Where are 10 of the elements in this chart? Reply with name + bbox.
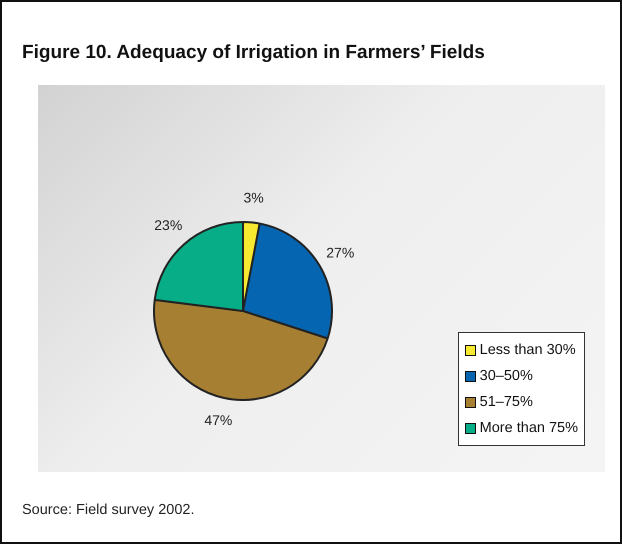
- chart-title: Figure 10. Adequacy of Irrigation in Farmers’ Fields: [22, 42, 485, 64]
- data-label: 47%: [204, 412, 232, 428]
- data-label: 23%: [154, 217, 182, 234]
- data-label: 27%: [326, 244, 354, 260]
- legend-label: 51–75%: [480, 393, 533, 412]
- legend-label: Less than 30%: [480, 341, 576, 360]
- source-note: Source: Field survey 2002.: [22, 502, 194, 518]
- data-label: 3%: [244, 189, 264, 206]
- legend-label: More than 75%: [480, 419, 578, 438]
- legend-label: 30–50%: [480, 367, 533, 386]
